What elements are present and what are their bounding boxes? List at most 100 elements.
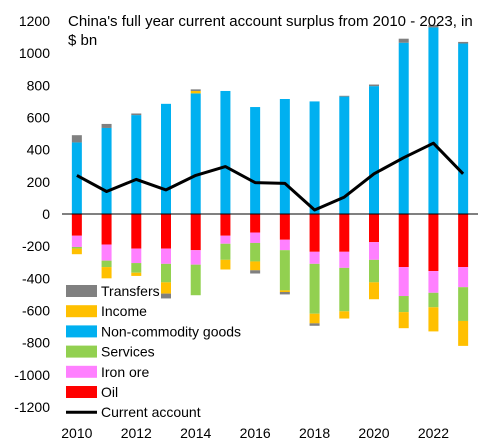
bar-oil-2016 [250, 214, 261, 233]
bar-transfers-2020 [369, 84, 379, 87]
y-tick-label: 1000 [19, 45, 50, 61]
bar-transfers-2018 [309, 323, 320, 326]
bar-iron-ore-2013 [161, 248, 171, 264]
bar-services-2012 [131, 263, 142, 273]
y-tick-label: -600 [22, 303, 50, 319]
bar-oil-2012 [131, 214, 142, 249]
x-tick-label: 2022 [418, 425, 449, 441]
bar-services-2011 [101, 260, 112, 268]
legend-swatch-transfers [66, 285, 97, 297]
y-axis-ticks: 1200 1000 800 600 400 200 0 -200 -400 -600 -800 -10… [14, 13, 50, 415]
bar-oil-2014 [190, 214, 201, 251]
bar-non-commodity-goods-2011 [101, 127, 112, 214]
bar-non-commodity-goods-2022 [428, 27, 439, 214]
bar-income-2011 [101, 267, 112, 279]
bar-iron-ore-2021 [398, 267, 409, 297]
legend-swatch-oil [66, 386, 97, 398]
bar-services-2021 [398, 296, 409, 313]
bar-transfers-2023 [458, 41, 469, 44]
bar-services-2018 [309, 263, 320, 314]
bar-transfers-2021 [398, 38, 409, 43]
bar-income-2013 [161, 282, 171, 294]
bar-services-2015 [220, 243, 231, 260]
bar-transfers-2019 [339, 95, 350, 97]
bar-oil-2017 [279, 214, 290, 240]
bar-oil-2013 [161, 214, 171, 249]
bar-income-2018 [309, 313, 320, 324]
y-tick-label: -1000 [14, 367, 50, 383]
bar-transfers-2017 [279, 292, 290, 295]
y-tick-label: 1200 [19, 13, 50, 29]
bar-transfers-2014 [190, 89, 201, 91]
bar-non-commodity-goods-2021 [398, 42, 409, 215]
bar-income-2022 [428, 307, 439, 332]
legend-label: Transfers [101, 283, 160, 299]
bar-iron-ore-2022 [428, 271, 439, 293]
bar-oil-2019 [339, 214, 350, 252]
legend-swatch-services [66, 345, 97, 358]
current-account-line [76, 141, 465, 212]
bar-iron-ore-2015 [220, 235, 231, 244]
bar-iron-ore-2016 [250, 232, 261, 243]
bar-income-2019 [339, 311, 350, 319]
bar-iron-ore-2017 [279, 239, 290, 251]
y-tick-label: 200 [27, 174, 51, 190]
y-tick-label: 600 [27, 110, 51, 126]
bar-services-2014 [190, 264, 201, 296]
bar-non-commodity-goods-2020 [369, 86, 379, 214]
bar-iron-ore-2023 [458, 267, 469, 288]
x-tick-label: 2020 [358, 425, 389, 441]
legend-swatch-iron-ore [66, 365, 97, 378]
bars [71, 25, 469, 346]
bar-transfers-2013 [161, 293, 171, 299]
current-account-line-group [76, 141, 465, 212]
legend: Transfers Income Non-commodity goods Servic… [66, 283, 241, 420]
bar-income-2010 [71, 248, 82, 255]
legend-swatch-income [66, 305, 97, 318]
bar-iron-ore-2011 [101, 244, 112, 261]
y-tick-label: -200 [22, 238, 50, 254]
bar-oil-2018 [309, 214, 320, 252]
legend-label: Non-commodity goods [101, 323, 241, 339]
bar-iron-ore-2018 [309, 251, 320, 264]
bar-non-commodity-goods-2023 [458, 43, 469, 215]
y-tick-label: 800 [27, 77, 51, 93]
bar-transfers-2011 [101, 123, 112, 128]
bar-oil-2011 [101, 214, 112, 245]
bar-transfers-2016 [250, 270, 261, 274]
bar-oil-2020 [369, 214, 379, 243]
bar-non-commodity-goods-2013 [161, 103, 171, 214]
bar-non-commodity-goods-2017 [279, 99, 290, 214]
bar-oil-2021 [398, 214, 409, 268]
x-axis-ticks: 2010 2012 2014 2016 2018 2020 2022 [61, 425, 449, 441]
y-tick-label: 400 [27, 142, 51, 158]
chart-title: China's full year current account surplu… [68, 13, 473, 49]
bar-services-2017 [279, 250, 290, 291]
bar-income-2012 [131, 272, 142, 276]
bar-non-commodity-goods-2010 [71, 142, 82, 214]
legend-label: Services [101, 344, 155, 360]
legend-label: Iron ore [101, 364, 149, 380]
y-tick-label: -800 [22, 335, 50, 351]
bar-income-2020 [369, 282, 379, 300]
legend-label: Oil [101, 384, 118, 400]
bar-transfers-2010 [71, 135, 82, 143]
bar-income-2015 [220, 259, 231, 270]
bar-services-2023 [458, 287, 469, 321]
bar-iron-ore-2014 [190, 250, 201, 265]
bar-services-2013 [161, 263, 171, 283]
bar-iron-ore-2019 [339, 251, 350, 268]
bar-oil-2010 [71, 214, 82, 236]
legend-label: Income [101, 303, 147, 319]
x-tick-label: 2010 [61, 425, 92, 441]
bar-income-2021 [398, 312, 409, 329]
bar-income-2023 [458, 320, 469, 346]
bar-non-commodity-goods-2019 [339, 96, 350, 214]
x-tick-label: 2016 [240, 425, 271, 441]
y-tick-label: -1200 [14, 399, 50, 415]
bar-transfers-2012 [131, 113, 142, 116]
x-tick-label: 2014 [180, 425, 211, 441]
legend-label: Current account [101, 404, 201, 420]
bar-iron-ore-2020 [369, 242, 379, 260]
